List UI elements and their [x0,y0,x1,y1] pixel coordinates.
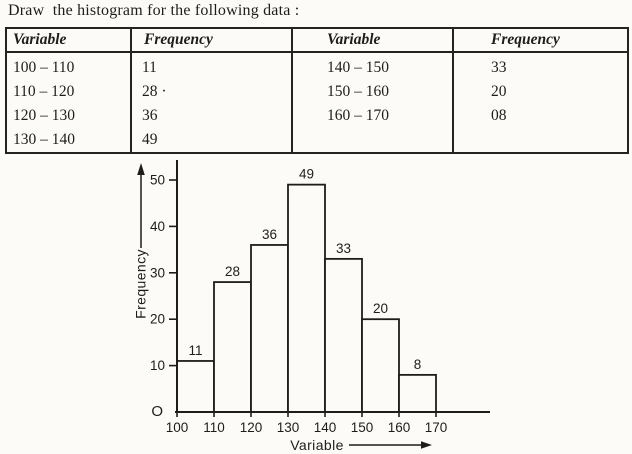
cell-frequency-left: 36 [130,104,293,128]
cell-frequency-left: 28 · [130,80,293,104]
x-tick-label: 110 [203,420,225,435]
bar-value-label: 49 [299,167,314,182]
cell-variable-left: 100 – 110 [5,52,132,80]
x-tick-label: 160 [388,420,411,435]
cell-variable-left: 130 – 140 [5,128,132,153]
histogram-bar [176,360,215,413]
cell-frequency-right: 33 [452,52,629,80]
histogram-bar [250,244,289,413]
cell-variable-right [291,128,454,153]
header-frequency-right: Frequency [452,28,629,53]
bar-value-label: 8 [414,357,422,372]
x-tick-label: 170 [425,420,448,435]
cell-frequency-left: 11 [130,52,293,80]
cell-frequency-right [452,128,629,153]
bar-value-label: 28 [225,264,240,279]
page-title: Draw the histogram for the following dat… [8,2,300,19]
histogram-bar [361,318,400,413]
cell-variable-left: 110 – 120 [5,80,132,104]
cell-variable-left: 120 – 130 [5,104,132,128]
x-axis-arrowhead-icon [421,441,432,449]
y-tick-label: 40 [150,219,165,234]
table-row: 120 – 130 36 160 – 170 08 [5,104,629,128]
histogram-bar [324,257,363,413]
x-tick-label: 100 [166,420,189,435]
histogram-bar [398,373,437,413]
origin-label: O [151,403,163,420]
frequency-axis-label: Frequency [133,249,149,319]
histogram-bar [287,183,326,413]
bar-value-label: 20 [373,301,388,316]
bar-value-label: 33 [336,241,351,256]
cell-variable-right: 160 – 170 [291,104,454,128]
x-tick-label: 150 [351,420,374,435]
y-tick-label: 50 [150,173,165,188]
cell-frequency-left: 49 [130,128,293,153]
y-axis-arrowhead-icon [137,163,145,175]
frequency-table: Variable Frequency Variable Frequency 10… [5,27,629,154]
x-tick-label: 140 [314,420,337,435]
bar-value-label: 11 [188,343,202,358]
cell-frequency-right: 08 [452,104,629,128]
histogram-bar [213,281,252,413]
cell-frequency-right: 20 [452,80,629,104]
table-row: 100 – 110 11 140 – 150 33 [5,52,629,80]
bar-value-label: 36 [262,227,277,242]
header-variable-right: Variable [291,28,454,53]
table-row: 130 – 140 49 [5,128,629,153]
x-tick-label: 120 [240,420,263,435]
variable-axis-label: Variable [290,437,344,453]
table-header-row: Variable Frequency Variable Frequency [5,28,629,53]
y-tick-label: 20 [150,312,165,327]
header-frequency-left: Frequency [130,28,293,53]
y-tick-label: 10 [150,358,165,373]
cell-variable-right: 140 – 150 [291,52,454,80]
x-tick-label: 130 [277,420,300,435]
cell-variable-right: 150 – 160 [291,80,454,104]
y-tick-label: 30 [150,265,165,280]
table-row: 110 – 120 28 · 150 – 160 20 [5,80,629,104]
header-variable-left: Variable [5,28,132,53]
